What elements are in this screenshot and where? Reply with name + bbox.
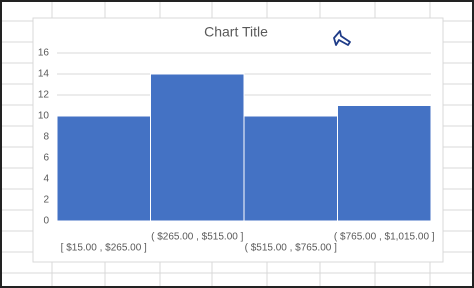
y-tick-label: 12 xyxy=(38,90,50,101)
y-tick-label: 8 xyxy=(43,132,49,143)
plot-area: 0 2 4 6 8 10 12 14 16 [ $15.00 , $265.00 ] ( $265.… xyxy=(38,48,435,254)
x-tick-label: ( $765.00 , $1,015.00 ] xyxy=(334,232,435,243)
x-tick-label: ( $265.00 , $515.00 ] xyxy=(151,232,244,243)
y-tick-label: 4 xyxy=(43,174,49,185)
cursor-icon xyxy=(333,30,351,46)
bar xyxy=(56,115,151,222)
bar xyxy=(150,73,245,222)
bar xyxy=(243,115,338,222)
y-tick-label: 0 xyxy=(43,216,49,227)
y-tick-label: 6 xyxy=(43,153,49,164)
x-tick-label: ( $515.00 , $765.00 ] xyxy=(245,243,338,254)
chart-title: Chart Title xyxy=(204,24,268,40)
bar xyxy=(337,105,432,222)
y-tick-label: 2 xyxy=(43,195,49,206)
y-tick-label: 14 xyxy=(38,69,50,80)
x-tick-label: [ $15.00 , $265.00 ] xyxy=(61,243,147,254)
y-tick-label: 16 xyxy=(38,48,50,59)
y-tick-label: 10 xyxy=(38,111,50,122)
